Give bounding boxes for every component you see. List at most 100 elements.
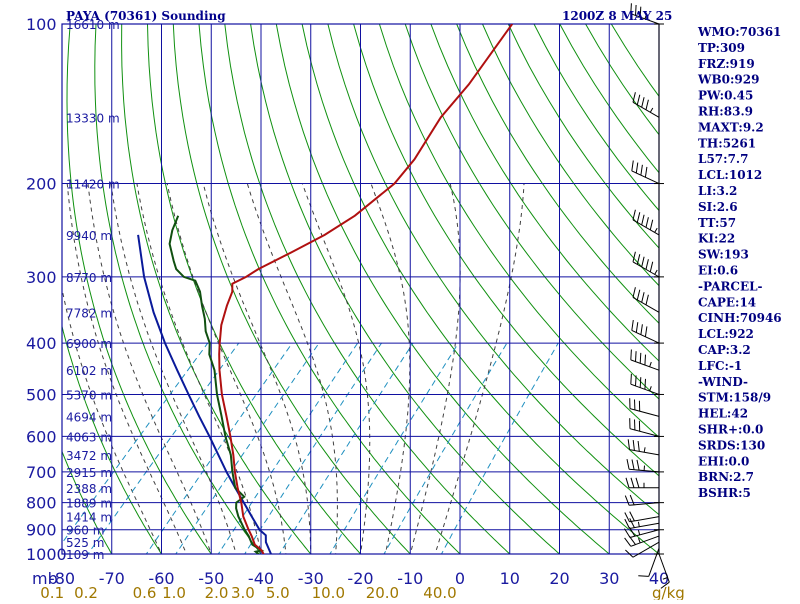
- wind-barb-flag: [638, 441, 639, 451]
- height-label: 6900 m: [66, 337, 112, 351]
- dry-adiabat-line: [508, 24, 800, 565]
- wind-barb-flag: [650, 220, 652, 230]
- wind-barb-flag: [636, 478, 639, 488]
- mixing-ratio-tick-label: 40.0: [423, 584, 456, 600]
- height-label: 13330 m: [66, 111, 120, 125]
- wind-barb-flag: [636, 376, 637, 386]
- pressure-tick-label: 900: [26, 521, 57, 540]
- pressure-tick-label: 300: [26, 268, 57, 287]
- mixing-ratio-tick-label: 1.0: [162, 584, 186, 600]
- wind-barb-flag: [636, 163, 638, 173]
- moist-adiabat-line: [167, 184, 287, 566]
- temperature-tick-label: 10: [500, 569, 520, 588]
- wind-barb-flag: [631, 478, 634, 488]
- index-text: LCL:1012: [698, 168, 762, 182]
- wind-barb-flag: [637, 290, 640, 300]
- index-text: LI:3.2: [698, 184, 737, 198]
- wind-barb-flag: [637, 460, 639, 470]
- height-label: 11420 m: [66, 178, 120, 192]
- index-text: EHI:0.0: [698, 454, 749, 468]
- mixing-ratio-tick-label: 3.0: [231, 584, 255, 600]
- wind-barb-flag: [642, 97, 644, 107]
- wind-barb-flag: [640, 353, 641, 364]
- wind-barb-flag: [638, 576, 648, 577]
- height-label: 109 m: [66, 548, 104, 562]
- pressure-tick-label: 500: [26, 386, 57, 405]
- dry-adiabat-line: [328, 24, 724, 565]
- mixing-ratio-tick-label: 2.0: [205, 584, 229, 600]
- temperature-line: [219, 24, 512, 557]
- index-text: SW:193: [698, 248, 749, 262]
- temperature-tick-label: -10: [397, 569, 423, 588]
- wind-barb-flag: [633, 440, 634, 450]
- wind-barb-half: [650, 362, 652, 367]
- index-text: SHR+:0.0: [698, 423, 763, 437]
- wind-barb-flag: [646, 295, 648, 305]
- wind-barb-flag: [631, 374, 632, 384]
- wind-barb-flag: [640, 377, 641, 387]
- dry-adiabat-line: [534, 24, 800, 565]
- mixing-ratio-line: [168, 343, 319, 565]
- mixing-ratio-line: [436, 343, 559, 565]
- moist-adiabat-line: [371, 184, 410, 566]
- index-text: SI:2.6: [698, 200, 738, 214]
- height-label: 2388 m: [66, 482, 112, 496]
- profiles: [138, 24, 512, 557]
- temperature-tick-label: 20: [549, 569, 569, 588]
- height-label: 3472 m: [66, 449, 112, 463]
- dewpoint-line: [170, 216, 262, 557]
- wind-barb-half: [638, 522, 639, 527]
- wind-barb-flag: [642, 292, 644, 302]
- height-label: 1889 m: [66, 497, 112, 511]
- mixing-ratio-unit: g/kg: [652, 584, 685, 600]
- index-text: LCL:922: [698, 327, 754, 341]
- index-text: STM:158/9: [698, 391, 771, 405]
- index-text: BRN:2.7: [698, 470, 754, 484]
- wind-barb-flag: [633, 287, 635, 297]
- pressure-tick-label: 800: [26, 494, 57, 513]
- pressure-tick-label: 600: [26, 427, 57, 446]
- pressure-tick-label: 1000: [26, 545, 67, 564]
- index-text: MAXT:9.2: [698, 120, 764, 134]
- dry-adiabat-line: [586, 24, 800, 565]
- wind-barb-flag: [631, 350, 632, 360]
- height-label: 6102 m: [66, 364, 112, 378]
- height-label: 8770 m: [66, 271, 112, 285]
- height-label: 2915 m: [66, 466, 112, 480]
- wind-barb-flag: [645, 379, 646, 389]
- index-text: WB0:929: [697, 73, 759, 87]
- wind-barb-flag: [636, 351, 637, 362]
- wind-barb-half: [655, 228, 658, 232]
- temperature-tick-label: 30: [599, 569, 619, 588]
- mixing-ratio-tick-label: 10.0: [312, 584, 345, 600]
- index-text: TP:309: [698, 41, 745, 55]
- height-label: 7782 m: [66, 306, 112, 320]
- moist-adiabats: [48, 184, 524, 566]
- dry-adiabat-line: [251, 24, 573, 565]
- pressure-tick-label: 700: [26, 463, 57, 482]
- wind-barb-flag: [633, 210, 635, 220]
- temperature-tick-label: -70: [99, 569, 125, 588]
- height-label: 5370 m: [66, 389, 112, 403]
- pressure-tick-label: 100: [26, 15, 57, 34]
- index-text: SRDS:130: [698, 438, 765, 452]
- index-text: WMO:70361: [697, 25, 781, 39]
- wind-profile: [625, 3, 670, 588]
- wind-barb-flag: [625, 538, 631, 546]
- dry-adiabat-line: [173, 24, 421, 565]
- mixing-ratio-tick-label: 0.6: [133, 584, 157, 600]
- wind-barb-flag: [646, 100, 648, 110]
- mixing-ratio-tick-label: 0.2: [74, 584, 98, 600]
- wind-barb-flag: [636, 322, 638, 332]
- index-text: LFC:-1: [698, 359, 742, 373]
- dry-adiabat-line: [276, 24, 623, 565]
- wind-barb-flag: [637, 95, 640, 105]
- pressure-tick-label: 400: [26, 334, 57, 353]
- index-text: L57:7.7: [698, 152, 748, 166]
- mixing-ratio-tick-label: 20.0: [366, 584, 399, 600]
- x-axis-label: mb: [32, 569, 58, 588]
- dry-adiabat-line: [122, 24, 321, 565]
- dry-adiabat-line: [225, 24, 522, 565]
